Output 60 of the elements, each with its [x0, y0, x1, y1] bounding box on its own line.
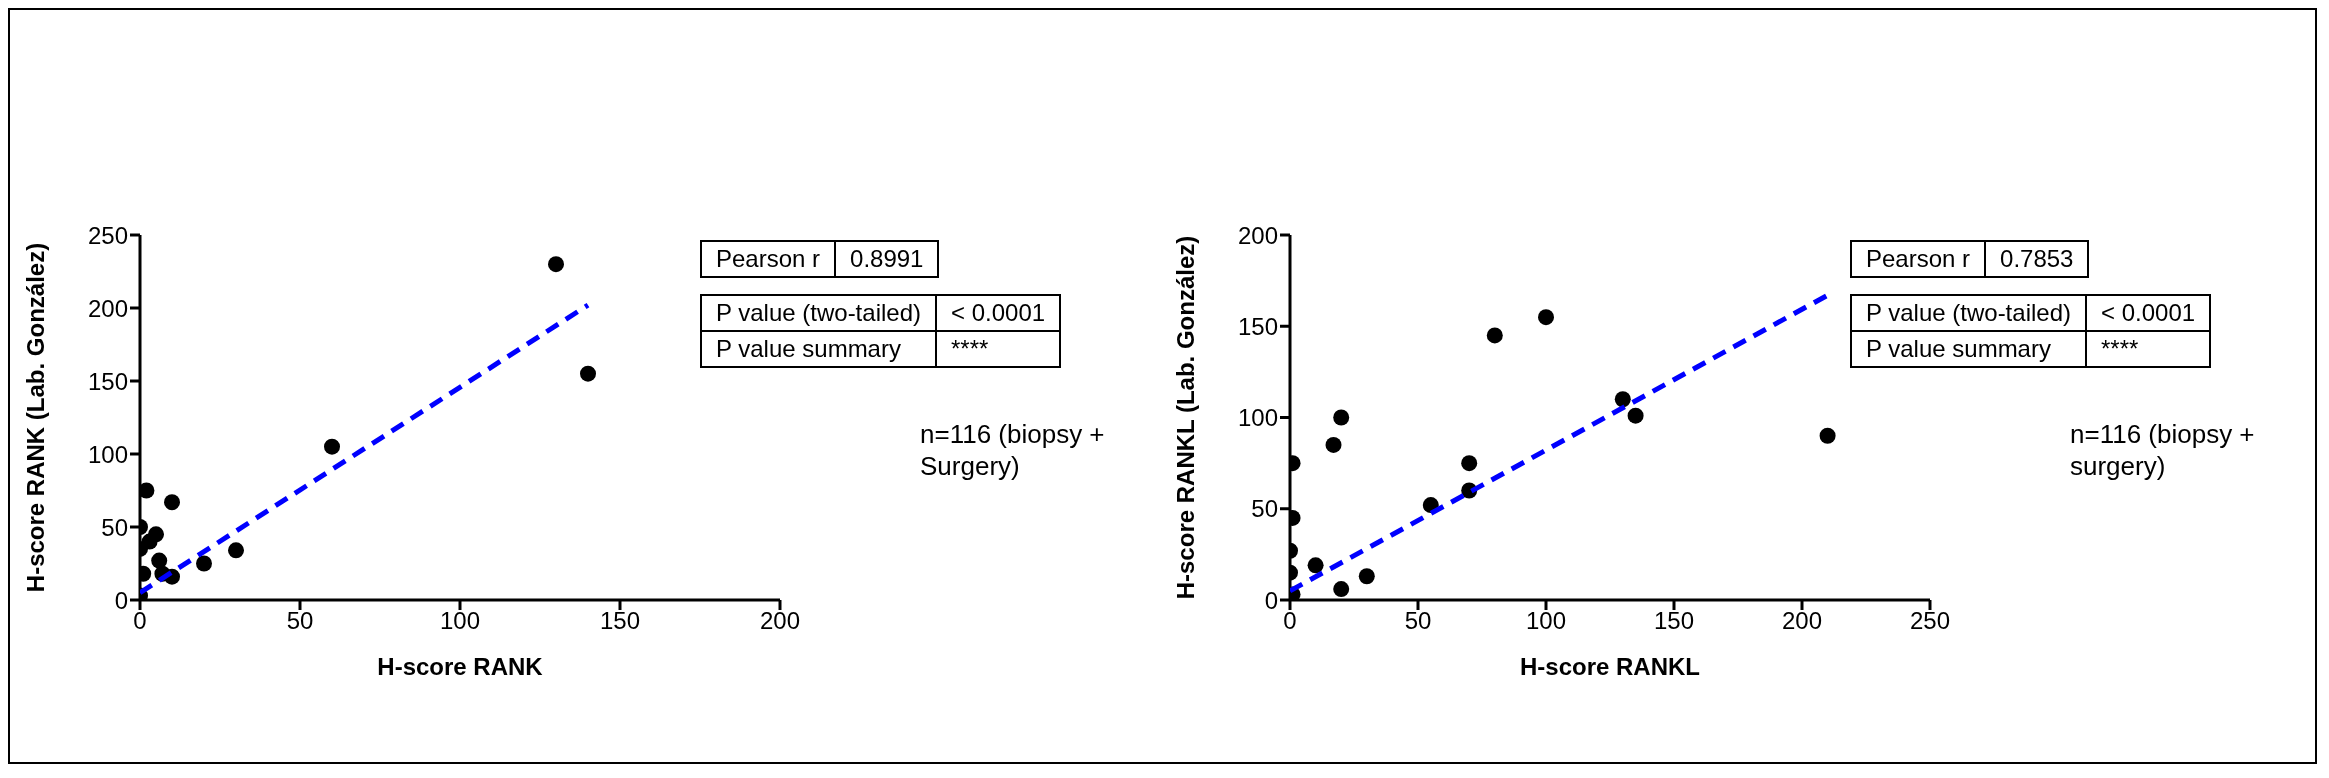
y-axis-title: H-score RANKL (Lab. González) — [1171, 235, 1199, 600]
text: **** — [935, 331, 1061, 367]
y-axis-title: H-score RANK (Lab. González) — [21, 242, 49, 593]
annotation: Pearson r — [1851, 241, 1986, 277]
point — [1486, 327, 1503, 344]
point — [1333, 409, 1350, 426]
point — [228, 542, 244, 559]
y-tick-label: 150 — [87, 367, 128, 395]
y-tick-label: 50 — [1251, 495, 1278, 523]
x-tick-label: 250 — [1909, 607, 1951, 635]
x-tick-label: 200 — [759, 607, 801, 635]
x-tick-label: 200 — [1781, 607, 1823, 635]
annotation: P value (two-tailed) — [1851, 295, 2086, 331]
point — [148, 526, 164, 543]
y-tick-label: 250 — [87, 221, 128, 249]
point — [1461, 455, 1478, 472]
annotation: Pearson r — [701, 241, 836, 277]
y-tick-label: 200 — [87, 294, 128, 322]
point — [1325, 436, 1342, 453]
annotation: P value (two-tailed) — [701, 295, 936, 331]
point — [1614, 391, 1631, 408]
x-axis-title: H-score RANK — [377, 653, 544, 680]
point — [140, 482, 155, 499]
x-tick-label: 0 — [133, 607, 147, 635]
point — [196, 555, 212, 572]
text: 0.7853 — [1985, 241, 2089, 277]
text: n=116 (biopsy + Surgery) — [920, 418, 1106, 482]
y-tick-label: 150 — [1237, 312, 1278, 340]
x-axis-title: H-score RANKL — [1519, 653, 1701, 680]
text: **** — [2085, 331, 2211, 367]
x-tick-label: 50 — [1404, 607, 1432, 635]
y-tick-label: 200 — [1237, 221, 1278, 249]
y-tick-label: 50 — [101, 513, 128, 541]
x-tick-label: 150 — [599, 607, 641, 635]
text: n=116 (biopsy + surgery) — [2070, 418, 2256, 482]
point — [324, 438, 340, 455]
annotation: P value summary — [1851, 331, 2086, 367]
point — [1538, 309, 1554, 326]
text: 0.8991 — [835, 241, 939, 277]
point — [548, 256, 564, 273]
x-tick-label: 100 — [439, 607, 481, 635]
point — [1333, 581, 1350, 598]
annotation: P value summary — [701, 331, 936, 367]
point — [1819, 427, 1836, 444]
x-tick-label: 100 — [1525, 607, 1567, 635]
y-tick-label: 0 — [1264, 586, 1278, 614]
point — [1358, 568, 1375, 585]
text: < 0.0001 — [935, 295, 1061, 331]
y-tick-label: 100 — [1237, 404, 1278, 432]
point — [1307, 557, 1324, 574]
text: < 0.0001 — [2085, 295, 2211, 331]
x-tick-label: 50 — [286, 607, 314, 635]
point — [1627, 407, 1644, 424]
x-tick-label: 0 — [1283, 607, 1297, 635]
x-tick-label: 150 — [1653, 607, 1695, 635]
y-tick-label: 100 — [87, 440, 128, 468]
point — [164, 494, 180, 511]
point — [580, 365, 596, 382]
point — [151, 552, 168, 569]
y-tick-label: 0 — [114, 586, 128, 614]
